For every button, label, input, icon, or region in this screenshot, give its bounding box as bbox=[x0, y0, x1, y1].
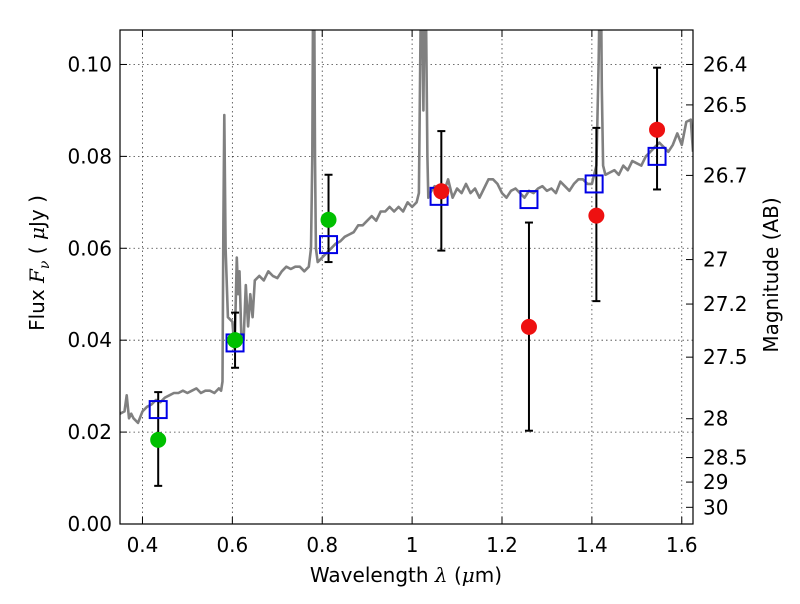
observed-point bbox=[649, 121, 666, 138]
x-tick-label: 1.4 bbox=[576, 533, 608, 557]
mag-tick-label: 28.5 bbox=[703, 446, 748, 470]
model-square bbox=[584, 174, 604, 194]
mag-tick-label: 28 bbox=[703, 407, 728, 431]
x-label-paren: ( bbox=[448, 563, 462, 587]
mag-tick-label: 26.5 bbox=[703, 93, 748, 117]
observed-point bbox=[150, 431, 167, 448]
mag-tick-label: 27 bbox=[703, 248, 728, 272]
x-axis-label: Wavelength λ (μm) bbox=[310, 563, 502, 587]
y-right-axis-label: Magnitude (AB) bbox=[759, 197, 783, 352]
model-square bbox=[148, 400, 168, 420]
plot-frame bbox=[119, 29, 694, 525]
mag-tick-label: 26.7 bbox=[703, 163, 748, 187]
y-label-symbol: F bbox=[25, 268, 49, 284]
y-tick-label: 0.10 bbox=[67, 52, 112, 76]
mag-tick-label: 29 bbox=[703, 470, 728, 494]
mag-tick-label: 27.2 bbox=[703, 292, 748, 316]
observed-point bbox=[320, 211, 337, 228]
model-square bbox=[319, 235, 339, 255]
y-tick-label: 0.08 bbox=[67, 144, 112, 168]
y-tick-label: 0.06 bbox=[67, 236, 112, 260]
tick-layer: 0.4 0.6 0.8 1 1.2 1.4 1.6 0.00 0.02 0.04 0.06 0.08 0… bbox=[67, 30, 748, 557]
mag-tick-label: 30 bbox=[703, 495, 728, 519]
observed-point bbox=[433, 183, 450, 200]
y-tick-label: 0.00 bbox=[67, 512, 112, 536]
observed-point bbox=[588, 207, 605, 224]
x-label-unit: m) bbox=[475, 563, 502, 587]
y-label-unit: Jy ) bbox=[25, 195, 49, 229]
observed-point bbox=[520, 318, 537, 335]
observed-point bbox=[227, 332, 244, 349]
y-label-pre: Flux bbox=[25, 283, 49, 331]
mag-tick-label: 26.4 bbox=[703, 52, 748, 76]
x-tick-label: 1 bbox=[406, 533, 419, 557]
model-square bbox=[647, 146, 667, 166]
x-tick-label: 1.2 bbox=[486, 533, 518, 557]
y-label-subscript: ν bbox=[37, 260, 53, 269]
x-tick-label: 1.6 bbox=[666, 533, 698, 557]
y-tick-label: 0.04 bbox=[67, 328, 112, 352]
x-tick-label: 0.6 bbox=[216, 533, 248, 557]
y-tick-label: 0.02 bbox=[67, 420, 112, 444]
x-tick-label: 0.4 bbox=[127, 533, 159, 557]
x-label-pre: Wavelength bbox=[310, 563, 435, 587]
y-axis-label: Flux Fν ( μJy ) bbox=[25, 195, 53, 331]
y-label-paren: ( bbox=[25, 240, 49, 261]
x-tick-label: 0.8 bbox=[306, 533, 338, 557]
x-label-symbol: λ bbox=[434, 563, 448, 587]
x-label-mu: μ bbox=[462, 563, 475, 587]
mag-tick-label: 27.5 bbox=[703, 345, 748, 369]
observed-points-layer bbox=[150, 121, 666, 448]
y-label-mu: μ bbox=[25, 227, 49, 240]
model-square bbox=[519, 190, 539, 210]
